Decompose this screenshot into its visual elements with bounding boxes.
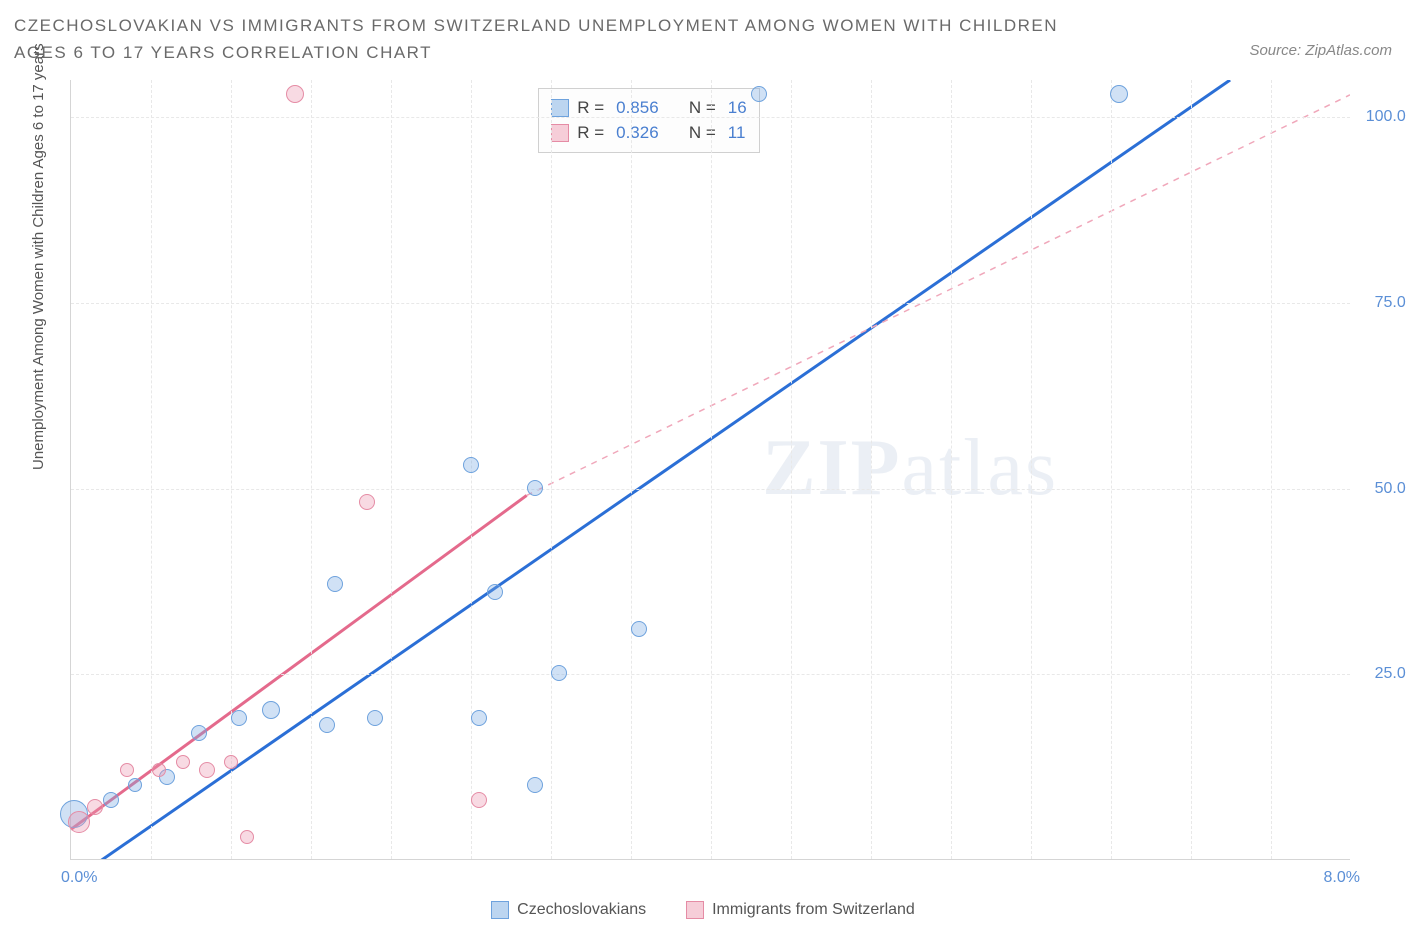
data-point-immigrants-switzerland	[87, 799, 103, 815]
y-tick-label: 100.0%	[1360, 108, 1406, 126]
gridline-vertical	[791, 80, 792, 859]
data-point-immigrants-switzerland	[359, 494, 375, 510]
series-legend-label: Immigrants from Switzerland	[712, 901, 915, 919]
gridline-vertical	[551, 80, 552, 859]
y-tick-label: 25.0%	[1360, 665, 1406, 683]
data-point-immigrants-switzerland	[240, 830, 254, 844]
data-point-czechoslovakians	[751, 86, 767, 102]
x-tick-label-left: 0.0%	[61, 869, 97, 887]
series-legend-item: Czechoslovakians	[491, 901, 646, 919]
data-point-czechoslovakians	[551, 665, 567, 681]
data-point-immigrants-switzerland	[199, 762, 215, 778]
gridline-vertical	[1111, 80, 1112, 859]
data-point-czechoslovakians	[471, 710, 487, 726]
data-point-czechoslovakians	[527, 777, 543, 793]
legend-swatch	[491, 901, 509, 919]
data-point-czechoslovakians	[191, 725, 207, 741]
y-tick-label: 75.0%	[1360, 294, 1406, 312]
data-point-czechoslovakians	[631, 621, 647, 637]
legend-swatch	[686, 901, 704, 919]
chart-title: CZECHOSLOVAKIAN VS IMMIGRANTS FROM SWITZ…	[14, 12, 1114, 66]
data-point-czechoslovakians	[128, 778, 142, 792]
correlation-legend-box: R =0.856 N =16R =0.326 N =11	[538, 88, 760, 153]
data-point-czechoslovakians	[319, 717, 335, 733]
watermark: ZIPatlas	[762, 423, 1058, 514]
data-point-immigrants-switzerland	[286, 85, 304, 103]
data-point-immigrants-switzerland	[120, 763, 134, 777]
legend-row: R =0.326 N =11	[551, 120, 747, 146]
y-tick-label: 50.0%	[1360, 480, 1406, 498]
gridline-vertical	[951, 80, 952, 859]
x-tick-label-right: 8.0%	[1324, 869, 1360, 887]
gridline-vertical	[391, 80, 392, 859]
data-point-immigrants-switzerland	[471, 792, 487, 808]
scatter-plot-area: ZIPatlas R =0.856 N =16R =0.326 N =11 25…	[70, 80, 1350, 860]
data-point-immigrants-switzerland	[68, 811, 90, 833]
gridline-vertical	[151, 80, 152, 859]
source-attribution: Source: ZipAtlas.com	[1249, 42, 1392, 59]
data-point-immigrants-switzerland	[152, 763, 166, 777]
gridline-vertical	[631, 80, 632, 859]
data-point-czechoslovakians	[367, 710, 383, 726]
y-axis-title: Unemployment Among Women with Children A…	[30, 43, 47, 470]
data-point-czechoslovakians	[463, 457, 479, 473]
series-legend-item: Immigrants from Switzerland	[686, 901, 915, 919]
data-point-czechoslovakians	[262, 701, 280, 719]
legend-swatch	[551, 124, 569, 142]
gridline-vertical	[1031, 80, 1032, 859]
gridline-vertical	[711, 80, 712, 859]
watermark-bold: ZIP	[762, 424, 901, 512]
data-point-czechoslovakians	[327, 576, 343, 592]
data-point-czechoslovakians	[1110, 85, 1128, 103]
series-legend-label: Czechoslovakians	[517, 901, 646, 919]
gridline-vertical	[231, 80, 232, 859]
gridline-vertical	[871, 80, 872, 859]
gridline-vertical	[311, 80, 312, 859]
data-point-czechoslovakians	[103, 792, 119, 808]
legend-swatch	[551, 99, 569, 117]
gridline-vertical	[1191, 80, 1192, 859]
data-point-immigrants-switzerland	[224, 755, 238, 769]
gridline-vertical	[1271, 80, 1272, 859]
data-point-immigrants-switzerland	[176, 755, 190, 769]
data-point-czechoslovakians	[231, 710, 247, 726]
watermark-rest: atlas	[902, 424, 1059, 512]
series-legend: Czechoslovakians Immigrants from Switzerl…	[0, 901, 1406, 924]
data-point-czechoslovakians	[527, 480, 543, 496]
data-point-czechoslovakians	[487, 584, 503, 600]
